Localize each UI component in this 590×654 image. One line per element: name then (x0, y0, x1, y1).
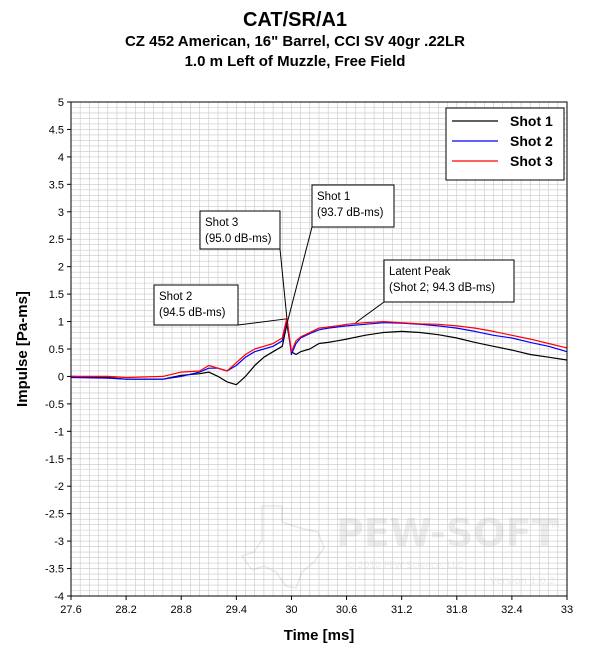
annotation-leader-line (286, 226, 313, 325)
annotation-leader-line (279, 248, 288, 318)
y-tick-label: -3 (54, 536, 64, 548)
x-tick-label: 32.4 (501, 604, 522, 616)
watermark-brand: PEW-SOFT (336, 511, 557, 555)
legend-label: Shot 1 (510, 113, 553, 129)
watermark-copyright: © 2010 PEW Science, LLC (346, 561, 463, 571)
x-tick-label: 30.6 (336, 604, 357, 616)
x-tick-label: 31.2 (391, 604, 412, 616)
annotation-box (153, 284, 239, 326)
y-tick-label: 4.5 (49, 124, 64, 136)
annotation-box (199, 210, 281, 250)
y-tick-label: -0.5 (45, 399, 64, 411)
watermark-tm: TM (544, 520, 560, 531)
annotation-callout: Shot 2 (94.5 dB-ms) (153, 284, 287, 326)
watermark: PEW-SOFT TM © 2010 PEW Science, LLC Vers… (240, 505, 560, 589)
y-tick-label: 5 (58, 97, 64, 109)
annotation-leader-line (355, 301, 385, 324)
chart-title: CAT/SR/A1 (242, 9, 348, 31)
annotation-callout: Latent Peak (Shot 2; 94.3 dB-ms) (355, 259, 515, 324)
watermark-version: Version 1.0.2 (490, 576, 555, 587)
annotation-text: (95.0 dB-ms) (205, 233, 272, 245)
x-tick-label: 33 (561, 604, 573, 616)
annotation-callout: Shot 1 (93.7 dB-ms) (286, 184, 395, 325)
y-tick-label: -1.5 (45, 454, 64, 466)
texas-logo-icon (240, 505, 325, 589)
x-axis-title: Time [ms] (284, 627, 355, 644)
y-axis-title: Impulse [Pa-ms] (14, 291, 31, 407)
y-tick-label: -2.5 (45, 509, 64, 521)
annotation-text: Shot 1 (317, 191, 350, 203)
legend-label: Shot 3 (510, 153, 553, 169)
x-tick-label: 28.2 (115, 604, 136, 616)
annotation-box (383, 259, 515, 303)
legend-box (445, 107, 565, 181)
series-line-1 (70, 323, 568, 386)
annotation-callout: Shot 3 (95.0 dB-ms) (199, 210, 288, 318)
y-tick-label: -4 (54, 591, 64, 603)
axis-ticks: 27.6 28.2 28.8 29.4 30 30.6 31.2 31.8 32.4 3354.5… (45, 97, 573, 616)
series-line-2 (70, 318, 568, 380)
annotation-text: Latent Peak (389, 266, 451, 278)
x-tick-label: 30 (285, 604, 297, 616)
y-tick-label: -3.5 (45, 564, 64, 576)
x-tick-label: 27.6 (60, 604, 81, 616)
chart-subtitle-2: 1.0 m Left of Muzzle, Free Field (184, 53, 406, 70)
legend: Shot 1 Shot 2 Shot 3 (445, 107, 565, 181)
y-tick-label: 3.5 (49, 179, 64, 191)
annotation-box (311, 184, 395, 228)
legend-label: Shot 2 (510, 133, 553, 149)
annotation-text: Shot 3 (205, 217, 238, 229)
annotation-text: (93.7 dB-ms) (317, 207, 384, 219)
y-tick-label: 0 (58, 371, 64, 383)
series-lines (70, 317, 568, 386)
y-tick-label: -1 (54, 426, 64, 438)
y-tick-label: 0.5 (49, 344, 64, 356)
x-tick-label: 31.8 (446, 604, 467, 616)
annotation-text: Shot 2 (159, 291, 192, 303)
y-tick-label: 2 (58, 262, 64, 274)
series-line-3 (71, 317, 568, 379)
y-tick-label: 2.5 (49, 234, 64, 246)
annotation-text: (94.5 dB-ms) (159, 307, 226, 319)
x-tick-label: 29.4 (226, 604, 247, 616)
annotation-text: (Shot 2; 94.3 dB-ms) (389, 282, 495, 294)
x-tick-label: 28.8 (171, 604, 192, 616)
chart-subtitle-1: CZ 452 American, 16" Barrel, CCI SV 40gr… (124, 33, 466, 50)
y-tick-label: 4 (58, 152, 64, 164)
annotation-leader-line (237, 318, 287, 326)
y-tick-label: 3 (58, 207, 64, 219)
y-tick-label: 1 (58, 317, 64, 329)
y-tick-label: 1.5 (49, 289, 64, 301)
chart-title-block: CAT/SR/A1 CZ 452 American, 16" Barrel, C… (0, 8, 590, 72)
annotations: Shot 3(95.0 dB-ms)Shot 1(93.7 dB-ms)Shot… (153, 184, 515, 326)
y-tick-label: -2 (54, 481, 64, 493)
